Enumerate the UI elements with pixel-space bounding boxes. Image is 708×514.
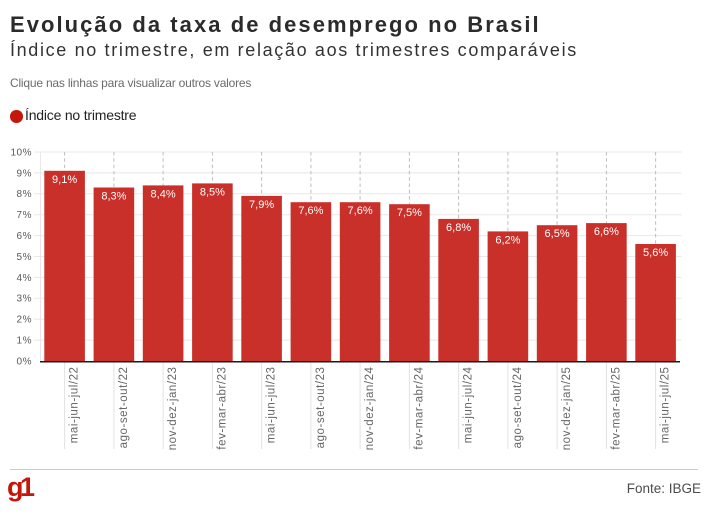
svg-text:nov-dez-jan/25: nov-dez-jan/25 bbox=[561, 367, 573, 451]
svg-text:8,5%: 8,5% bbox=[200, 186, 225, 198]
svg-text:5%: 5% bbox=[17, 252, 32, 263]
svg-text:fev-mar-abr/25: fev-mar-abr/25 bbox=[610, 367, 622, 450]
svg-text:6%: 6% bbox=[17, 231, 32, 242]
svg-text:7,9%: 7,9% bbox=[249, 199, 274, 211]
svg-text:ago-set-out/24: ago-set-out/24 bbox=[512, 366, 524, 448]
svg-text:8%: 8% bbox=[17, 189, 32, 200]
svg-text:mai-jun-jul/24: mai-jun-jul/24 bbox=[463, 366, 475, 443]
svg-text:mai-jun-jul/25: mai-jun-jul/25 bbox=[660, 367, 672, 444]
svg-text:6,2%: 6,2% bbox=[495, 234, 520, 246]
svg-text:0%: 0% bbox=[17, 356, 32, 367]
svg-text:6,6%: 6,6% bbox=[594, 226, 619, 238]
svg-text:9%: 9% bbox=[17, 168, 32, 179]
svg-text:1%: 1% bbox=[17, 336, 32, 347]
svg-text:2%: 2% bbox=[17, 315, 32, 326]
svg-text:9,1%: 9,1% bbox=[52, 174, 77, 186]
svg-text:4%: 4% bbox=[17, 273, 32, 284]
svg-text:mai-jun-jul/23: mai-jun-jul/23 bbox=[266, 367, 278, 444]
svg-text:7,5%: 7,5% bbox=[397, 207, 422, 219]
svg-text:10%: 10% bbox=[10, 147, 32, 158]
svg-text:3%: 3% bbox=[17, 294, 32, 305]
svg-text:fev-mar-abr/24: fev-mar-abr/24 bbox=[413, 366, 425, 449]
svg-text:5,6%: 5,6% bbox=[643, 247, 668, 259]
svg-text:8,3%: 8,3% bbox=[101, 191, 126, 203]
svg-text:8,4%: 8,4% bbox=[151, 188, 176, 200]
svg-text:7,6%: 7,6% bbox=[298, 205, 323, 217]
svg-text:6,8%: 6,8% bbox=[446, 222, 471, 234]
svg-text:fev-mar-abr/23: fev-mar-abr/23 bbox=[216, 367, 228, 450]
svg-text:6,5%: 6,5% bbox=[545, 228, 570, 240]
svg-text:nov-dez-jan/23: nov-dez-jan/23 bbox=[167, 367, 179, 451]
svg-text:7%: 7% bbox=[17, 210, 32, 221]
svg-text:7,6%: 7,6% bbox=[348, 205, 373, 217]
svg-text:nov-dez-jan/24: nov-dez-jan/24 bbox=[364, 366, 376, 450]
svg-text:mai-jun-jul/22: mai-jun-jul/22 bbox=[69, 367, 81, 444]
svg-text:ago-set-out/22: ago-set-out/22 bbox=[118, 367, 130, 449]
svg-text:ago-set-out/23: ago-set-out/23 bbox=[315, 367, 327, 449]
